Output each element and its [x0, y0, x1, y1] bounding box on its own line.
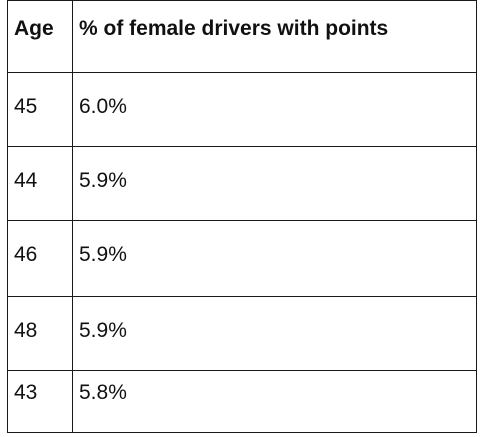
data-table: Age % of female drivers with points 45 6…	[7, 0, 477, 433]
cell-percent: 5.9%	[72, 296, 477, 371]
cell-percent: 5.9%	[72, 146, 477, 221]
cell-age: 44	[7, 146, 73, 221]
cell-age: 46	[7, 220, 73, 297]
table-row: 44 5.9%	[7, 146, 477, 221]
header-age: Age	[7, 0, 73, 73]
cell-age: 45	[7, 72, 73, 147]
table-row: 43 5.8%	[7, 370, 477, 433]
table-row: 45 6.0%	[7, 72, 477, 147]
cell-percent: 5.9%	[72, 220, 477, 297]
header-row: Age % of female drivers with points	[7, 0, 477, 73]
table-row: 48 5.9%	[7, 296, 477, 371]
cell-percent: 5.8%	[72, 370, 477, 433]
header-percent-female-drivers-with-points: % of female drivers with points	[72, 0, 477, 73]
cell-age: 48	[7, 296, 73, 371]
cell-age: 43	[7, 370, 73, 433]
cell-percent: 6.0%	[72, 72, 477, 147]
table-row: 46 5.9%	[7, 220, 477, 297]
